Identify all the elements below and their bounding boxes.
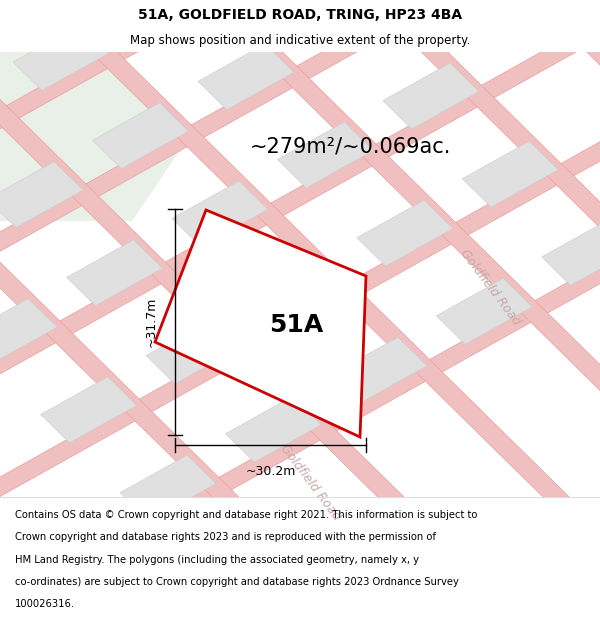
Polygon shape (277, 122, 373, 188)
Polygon shape (436, 278, 532, 344)
Polygon shape (67, 240, 163, 306)
Text: ~30.2m: ~30.2m (245, 465, 296, 478)
Text: ~279m²/~0.069ac.: ~279m²/~0.069ac. (250, 137, 451, 157)
Polygon shape (0, 162, 83, 228)
Polygon shape (331, 338, 427, 403)
Text: 51A: 51A (269, 313, 323, 337)
Polygon shape (357, 200, 453, 266)
Polygon shape (191, 0, 600, 566)
Polygon shape (172, 181, 268, 247)
Text: HM Land Registry. The polygons (including the associated geometry, namely x, y: HM Land Registry. The polygons (includin… (15, 554, 419, 564)
Polygon shape (226, 396, 322, 462)
Text: 100026316.: 100026316. (15, 599, 75, 609)
Polygon shape (41, 377, 137, 443)
Polygon shape (0, 0, 600, 476)
Polygon shape (0, 0, 600, 398)
Polygon shape (0, 299, 57, 365)
Polygon shape (0, 0, 600, 554)
Polygon shape (542, 219, 600, 286)
Text: Contains OS data © Crown copyright and database right 2021. This information is : Contains OS data © Crown copyright and d… (15, 510, 478, 520)
Polygon shape (383, 63, 479, 129)
Polygon shape (251, 259, 347, 325)
Polygon shape (85, 0, 600, 625)
Text: Crown copyright and database rights 2023 and is reproduced with the permission o: Crown copyright and database rights 2023… (15, 532, 436, 542)
Text: ~31.7m: ~31.7m (145, 297, 158, 348)
Polygon shape (146, 318, 242, 384)
Polygon shape (13, 24, 109, 91)
Text: Goldfield Road: Goldfield Road (277, 442, 343, 522)
Text: Map shows position and indicative extent of the property.: Map shows position and indicative extent… (130, 34, 470, 47)
Text: 51A, GOLDFIELD ROAD, TRING, HP23 4BA: 51A, GOLDFIELD ROAD, TRING, HP23 4BA (138, 8, 462, 21)
Polygon shape (155, 210, 366, 437)
Polygon shape (462, 141, 558, 208)
Polygon shape (198, 44, 294, 110)
Text: co-ordinates) are subject to Crown copyright and database rights 2023 Ordnance S: co-ordinates) are subject to Crown copyr… (15, 577, 459, 587)
Text: Goldfield Road: Goldfield Road (457, 247, 523, 328)
Polygon shape (92, 102, 188, 169)
Polygon shape (120, 455, 216, 521)
Polygon shape (0, 52, 180, 221)
